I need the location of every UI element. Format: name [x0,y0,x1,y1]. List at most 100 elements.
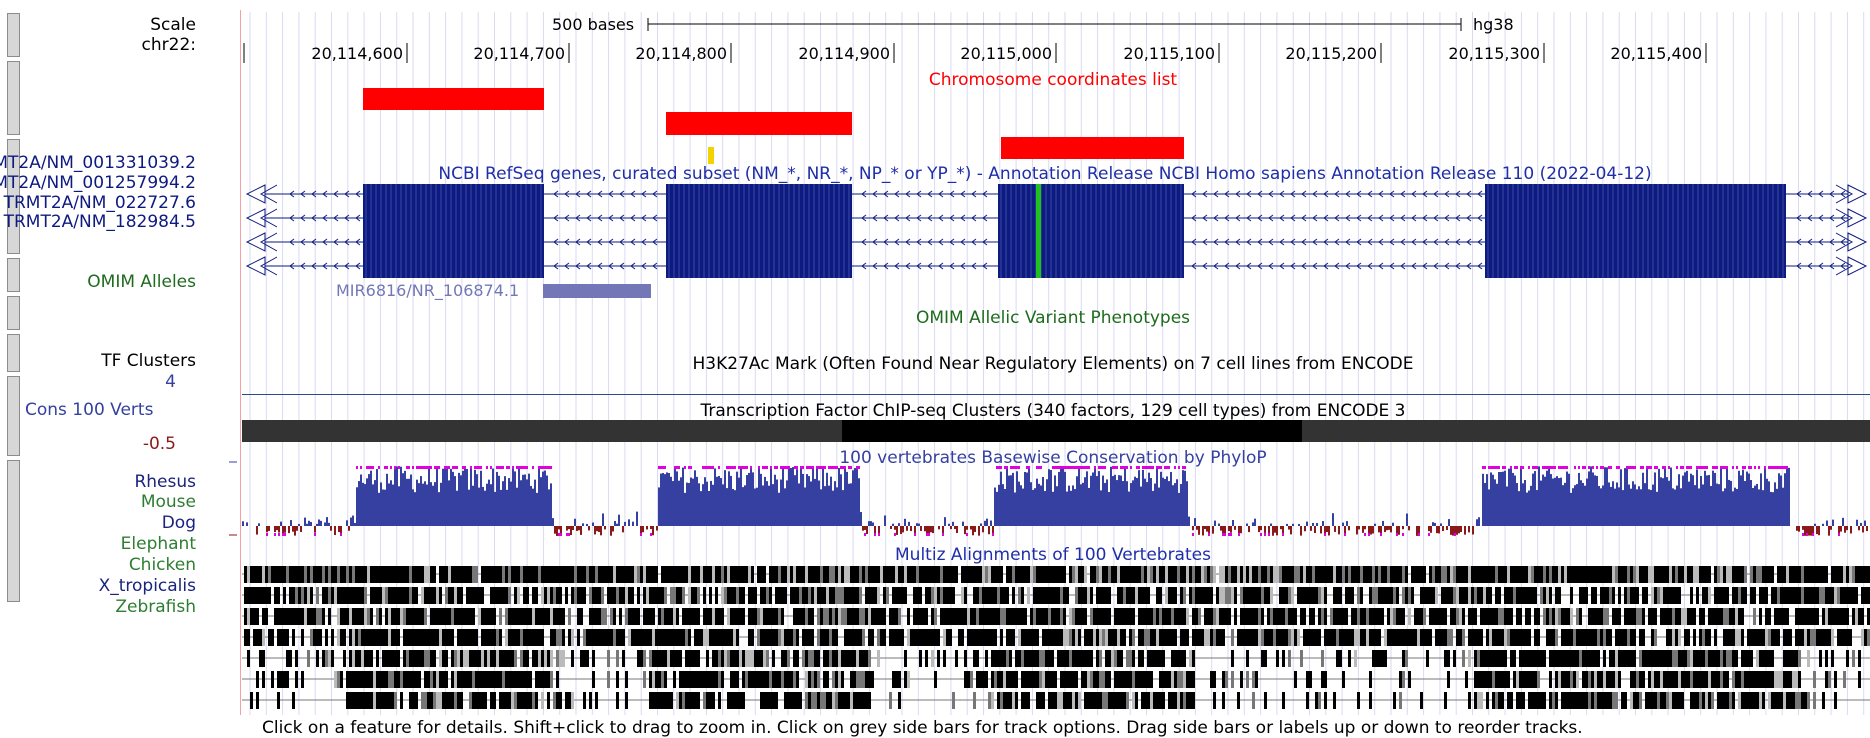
species-label-elephant[interactable]: Elephant [120,534,196,554]
omim-track-label[interactable]: OMIM Alleles [87,272,196,292]
alignment-block [1222,566,1225,583]
conservation-bar-negative [594,526,596,535]
conservation-clip-mark [998,466,1000,469]
conservation-clip-mark [844,466,846,469]
alignment-block [1399,608,1402,625]
alignment-block [1192,650,1195,667]
alignment-block [583,587,586,604]
alignment-block [514,650,517,667]
alignment-block [1672,692,1675,709]
alignment-block [1249,566,1252,583]
alignment-block [367,629,370,646]
conservation-bar [854,468,856,526]
conservation-bar [1604,467,1606,526]
alignment-block [1402,629,1405,646]
conservation-track-label[interactable]: Cons 100 Verts [25,400,154,420]
species-label-zebrafish[interactable]: Zebrafish [115,597,196,617]
alignment-block [1753,629,1756,646]
alignment-block [1735,671,1738,688]
alignment-block [1438,566,1441,583]
conservation-bar [810,481,812,526]
conservation-bar [782,468,784,526]
alignment-block [1234,566,1237,583]
alignment-block [349,650,352,667]
conservation-bar [1194,518,1196,526]
side-bar-conservation[interactable] [7,376,20,456]
species-label-rhesus[interactable]: Rhesus [134,472,196,492]
alignment-block [244,608,247,625]
alignment-block [1084,650,1087,667]
species-label-x-tropicalis[interactable]: X_tropicalis [98,576,196,596]
alignment-block [1720,587,1723,604]
transcript-label-2[interactable]: MT2A/NM_001257994.2 [0,173,196,193]
side-bar-h3k27ac[interactable] [7,296,20,330]
alignment-block [730,587,733,604]
alignment-block [1534,650,1537,667]
alignment-block [1561,566,1564,583]
side-bar-chrom-coords[interactable] [7,61,20,135]
alignment-block [1252,587,1255,604]
alignment-block [970,566,973,583]
tf-clusters-track-label[interactable]: TF Clusters [101,351,196,371]
side-bar-omim[interactable] [7,258,20,292]
species-label-mouse[interactable]: Mouse [140,492,196,512]
alignment-block [706,650,709,667]
conservation-bar [1740,475,1742,526]
alignment-block [1651,608,1654,625]
alignment-block [544,566,547,583]
alignment-block [1042,671,1045,688]
transcript-label-4[interactable]: TRMT2A/NM_182984.5 [3,212,196,232]
alignment-block [1261,650,1264,667]
alignment-block [1708,692,1711,709]
alignment-block [1609,671,1612,688]
alignment-block [694,650,697,667]
alignment-block [547,587,550,604]
alignment-block [292,629,295,646]
conservation-clip-mark [784,466,786,469]
alignment-block [1264,650,1267,667]
conservation-clip-mark [1560,466,1562,469]
alignment-block [808,671,811,688]
conservation-bar [1508,468,1510,526]
strand-chevron [1422,214,1428,222]
strand-chevron [938,262,944,270]
alignment-block [1393,608,1396,625]
alignment-block [409,608,412,625]
conservation-clip-mark [1714,466,1716,469]
conservation-bar [1072,485,1074,526]
alignment-block [715,587,718,604]
species-label-chicken[interactable]: Chicken [128,555,196,575]
strand-chevron [1345,262,1351,270]
alignment-block [1198,566,1201,583]
alignment-block [814,566,817,583]
alignment-block [1423,566,1426,583]
alignment-block [1627,629,1630,646]
alignment-block [451,566,454,583]
transcript-label-1[interactable]: MT2A/NM_001331039.2 [0,153,196,173]
side-bar-refseq[interactable] [7,139,20,254]
alignment-block [829,587,832,604]
strand-chevron [1301,238,1307,246]
transcript-label-3[interactable]: TRMT2A/NM_022727.6 [3,193,196,213]
alignment-block [1069,566,1072,583]
alignment-block [1036,566,1039,583]
side-bar-multiz[interactable] [7,460,20,602]
side-bar-tf-clusters[interactable] [7,334,20,372]
alignment-block [274,608,277,625]
species-label-dog[interactable]: Dog [161,513,196,533]
conservation-bar [1678,474,1680,526]
alignment-block [538,566,541,583]
alignment-block [262,629,265,646]
alignment-block [493,671,496,688]
conservation-bar [514,471,516,526]
side-bar-ruler[interactable] [7,13,20,57]
alignment-block [1498,629,1501,646]
alignment-block [346,671,349,688]
transcript-end-arrow [1847,208,1868,228]
alignment-block [637,608,640,625]
alignment-block [460,587,463,604]
alignment-block [784,566,787,583]
alignment-block [1603,650,1606,667]
